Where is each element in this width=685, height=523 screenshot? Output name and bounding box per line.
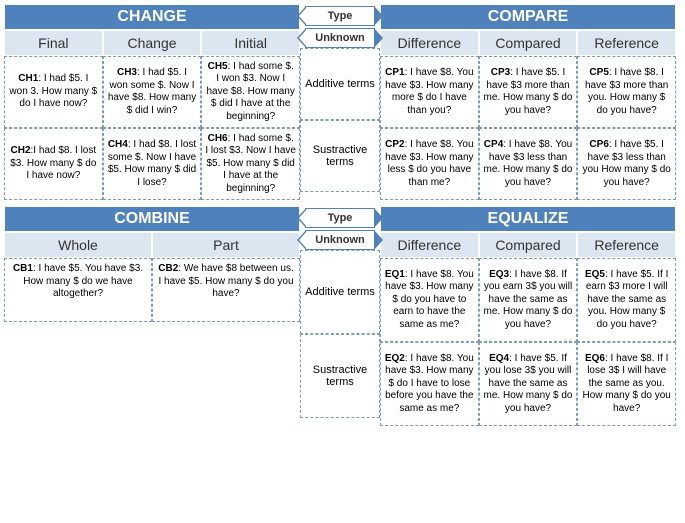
combine-col-part: Part	[152, 232, 300, 258]
type-label-2: Type	[328, 212, 353, 224]
additive-terms: Additive terms	[300, 250, 380, 334]
problem-cell: EQ6: I have $8. If I lose 3$ I will have…	[577, 342, 676, 426]
type-arrow-2: Type	[305, 208, 375, 228]
problem-cell: CH1: I had $5. I won 3. How many $ do I …	[4, 56, 103, 128]
problem-cell: CP5: I have $8. I have $3 more than you.…	[577, 56, 676, 128]
problem-cell: CH6: I had some $. I lost $3. Now I have…	[201, 128, 300, 200]
problem-cell: EQ1: I have $8. You have $3. How many $ …	[380, 258, 479, 342]
compare-body: CP1: I have $8. You have $3. How many mo…	[380, 56, 676, 200]
compare-block: COMPARE Difference Compared Reference CP…	[380, 4, 676, 200]
problem-cell: CB2: We have $8 between us. I have $5. H…	[152, 258, 300, 322]
change-subheaders: Final Change Initial	[4, 30, 300, 56]
combine-block: COMBINE Whole Part CB1: I have $5. You h…	[4, 206, 300, 426]
equalize-subheaders: Difference Compared Reference	[380, 232, 676, 258]
unknown-label-2: Unknown	[315, 234, 365, 246]
problem-cell: CH2:I had $8. I lost $3. How many $ do I…	[4, 128, 103, 200]
combine-title: COMBINE	[4, 206, 300, 232]
problem-cell: CP2: I have $8. You have $3. How many le…	[380, 128, 479, 200]
top-middle: Type Unknown Additive termsSustractive t…	[300, 4, 380, 200]
change-col-final: Final	[4, 30, 103, 56]
bottom-row: COMBINE Whole Part CB1: I have $5. You h…	[4, 206, 681, 426]
problem-cell: EQ2: I have $8. You have $3. How many $ …	[380, 342, 479, 426]
problem-cell: CP3: I have $5. I have $3 more than me. …	[479, 56, 578, 128]
change-body: CH1: I had $5. I won 3. How many $ do I …	[4, 56, 300, 200]
subtractive-terms: Sustractive terms	[300, 120, 380, 192]
compare-col-ref: Reference	[577, 30, 676, 56]
problem-cell: CH3: I had $5. I won some $. Now I have …	[103, 56, 202, 128]
problem-cell: EQ4: I have $5. If you lose 3$ you will …	[479, 342, 578, 426]
unknown-arrow: Unknown	[305, 28, 375, 48]
bottom-middle: Type Unknown Additive termsSustractive t…	[300, 206, 380, 426]
equalize-col-comp: Compared	[479, 232, 578, 258]
problem-cell: CP6: I have $5. I have $3 less than you …	[577, 128, 676, 200]
compare-subheaders: Difference Compared Reference	[380, 30, 676, 56]
change-col-change: Change	[103, 30, 202, 56]
problem-cell: CH4: I had $8. I lost some $. Now I have…	[103, 128, 202, 200]
compare-title: COMPARE	[380, 4, 676, 30]
change-title: CHANGE	[4, 4, 300, 30]
change-block: CHANGE Final Change Initial CH1: I had $…	[4, 4, 300, 200]
combine-subheaders: Whole Part	[4, 232, 300, 258]
combine-col-whole: Whole	[4, 232, 152, 258]
additive-terms: Additive terms	[300, 48, 380, 120]
compare-col-comp: Compared	[479, 30, 578, 56]
problem-cell: CH5: I had some $. I won $3. Now I have …	[201, 56, 300, 128]
compare-col-diff: Difference	[380, 30, 479, 56]
top-row: CHANGE Final Change Initial CH1: I had $…	[4, 4, 681, 200]
unknown-arrow-2: Unknown	[305, 230, 375, 250]
equalize-col-ref: Reference	[577, 232, 676, 258]
equalize-block: EQUALIZE Difference Compared Reference E…	[380, 206, 676, 426]
problem-cell: CP1: I have $8. You have $3. How many mo…	[380, 56, 479, 128]
bottom-terms: Additive termsSustractive terms	[300, 250, 380, 418]
unknown-label: Unknown	[315, 32, 365, 44]
subtractive-terms: Sustractive terms	[300, 334, 380, 418]
type-label: Type	[328, 10, 353, 22]
combine-body: CB1: I have $5. You have $3. How many $ …	[4, 258, 300, 322]
equalize-col-diff: Difference	[380, 232, 479, 258]
problem-cell: EQ5: I have $5. If I earn $3 more I will…	[577, 258, 676, 342]
type-arrow: Type	[305, 6, 375, 26]
change-col-initial: Initial	[201, 30, 300, 56]
equalize-title: EQUALIZE	[380, 206, 676, 232]
problem-cell: EQ3: I have $8. If you earn 3$ you will …	[479, 258, 578, 342]
problem-cell: CP4: I have $8. You have $3 less than me…	[479, 128, 578, 200]
top-terms: Additive termsSustractive terms	[300, 48, 380, 192]
equalize-body: EQ1: I have $8. You have $3. How many $ …	[380, 258, 676, 426]
problem-cell: CB1: I have $5. You have $3. How many $ …	[4, 258, 152, 322]
